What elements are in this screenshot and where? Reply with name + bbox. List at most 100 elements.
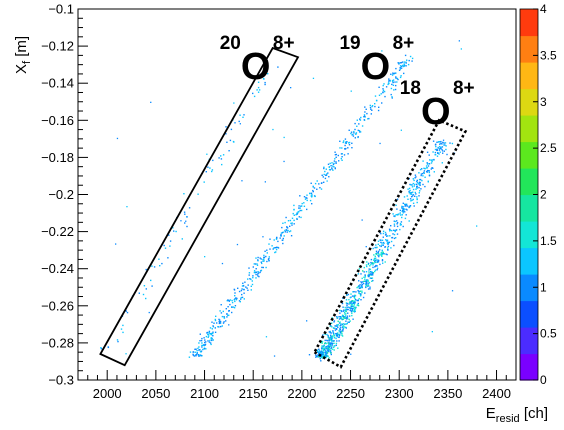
data-point: [338, 334, 341, 336]
data-point: [339, 309, 341, 312]
noise-point: [350, 90, 352, 92]
data-point: [376, 99, 378, 102]
data-point: [201, 355, 203, 357]
noise-point: [431, 331, 433, 333]
data-point: [403, 63, 405, 65]
data-point: [392, 233, 394, 235]
data-point: [286, 231, 288, 233]
data-point: [292, 212, 294, 215]
data-point: [353, 305, 355, 308]
data-point: [353, 302, 355, 304]
data-point: [378, 253, 380, 255]
data-point: [330, 340, 333, 342]
data-point: [264, 250, 266, 252]
data-point: [399, 76, 402, 79]
data-point: [422, 160, 424, 162]
data-point: [407, 198, 409, 200]
data-point: [378, 106, 380, 108]
data-point: [342, 318, 344, 320]
data-point: [335, 325, 337, 327]
data-point: [349, 301, 351, 303]
data-point: [364, 274, 366, 276]
noise-point: [476, 225, 478, 227]
data-point: [352, 307, 354, 310]
data-point: [311, 194, 313, 196]
data-point: [421, 168, 423, 170]
data-point: [260, 258, 262, 260]
data-point: [369, 265, 371, 267]
data-point: [303, 202, 305, 204]
data-point: [268, 256, 270, 258]
data-point: [346, 317, 349, 319]
data-point: [384, 95, 386, 98]
data-point: [231, 306, 233, 308]
data-point: [396, 81, 398, 83]
data-point: [400, 67, 403, 69]
data-point: [353, 132, 355, 134]
data-point: [342, 325, 344, 327]
data-point: [408, 220, 410, 222]
data-point: [235, 297, 237, 299]
data-point: [383, 90, 386, 93]
data-point: [416, 182, 419, 184]
data-point: [363, 266, 365, 269]
data-point: [346, 141, 348, 143]
data-point: [329, 331, 331, 334]
data-point: [360, 281, 362, 283]
data-point: [369, 106, 372, 109]
data-point: [241, 296, 244, 299]
data-point: [365, 284, 367, 287]
data-point: [384, 246, 387, 248]
data-point: [225, 133, 227, 135]
data-point: [248, 272, 251, 274]
data-point: [322, 345, 324, 347]
noise-point: [312, 77, 315, 79]
data-point: [327, 350, 329, 352]
data-point: [328, 345, 330, 347]
data-point: [392, 84, 395, 86]
data-point: [333, 334, 336, 337]
data-point: [369, 268, 372, 270]
data-point: [436, 141, 438, 143]
noise-point: [148, 311, 150, 314]
data-point: [212, 335, 214, 337]
data-point: [386, 253, 388, 256]
data-point: [397, 78, 399, 81]
data-point: [319, 358, 321, 360]
data-point: [274, 251, 276, 254]
data-point: [242, 285, 245, 287]
data-point: [318, 350, 321, 352]
data-point: [331, 317, 333, 319]
data-point: [445, 148, 447, 151]
data-point: [273, 239, 275, 241]
data-point: [324, 333, 326, 335]
noise-point: [272, 128, 274, 131]
data-point: [370, 274, 372, 276]
data-point: [381, 244, 383, 246]
data-point: [254, 271, 256, 274]
data-point: [382, 241, 385, 244]
data-point: [357, 289, 359, 292]
data-point: [328, 340, 330, 342]
data-point: [393, 237, 396, 240]
color-scale-segment: [520, 35, 538, 63]
data-point: [358, 290, 360, 293]
data-point: [208, 335, 210, 337]
data-point: [248, 274, 250, 276]
data-point: [287, 220, 290, 222]
data-point: [203, 344, 205, 347]
data-point: [367, 283, 369, 285]
data-point: [340, 318, 343, 320]
data-point: [363, 119, 365, 121]
data-point: [399, 67, 401, 69]
data-point: [226, 141, 228, 143]
data-point: [408, 187, 411, 190]
data-point: [370, 113, 372, 115]
data-point: [408, 192, 410, 194]
data-point: [322, 176, 324, 178]
data-point: [327, 172, 329, 174]
data-point: [321, 340, 324, 343]
data-point: [446, 153, 448, 156]
data-point: [371, 262, 374, 264]
data-point: [306, 194, 308, 196]
